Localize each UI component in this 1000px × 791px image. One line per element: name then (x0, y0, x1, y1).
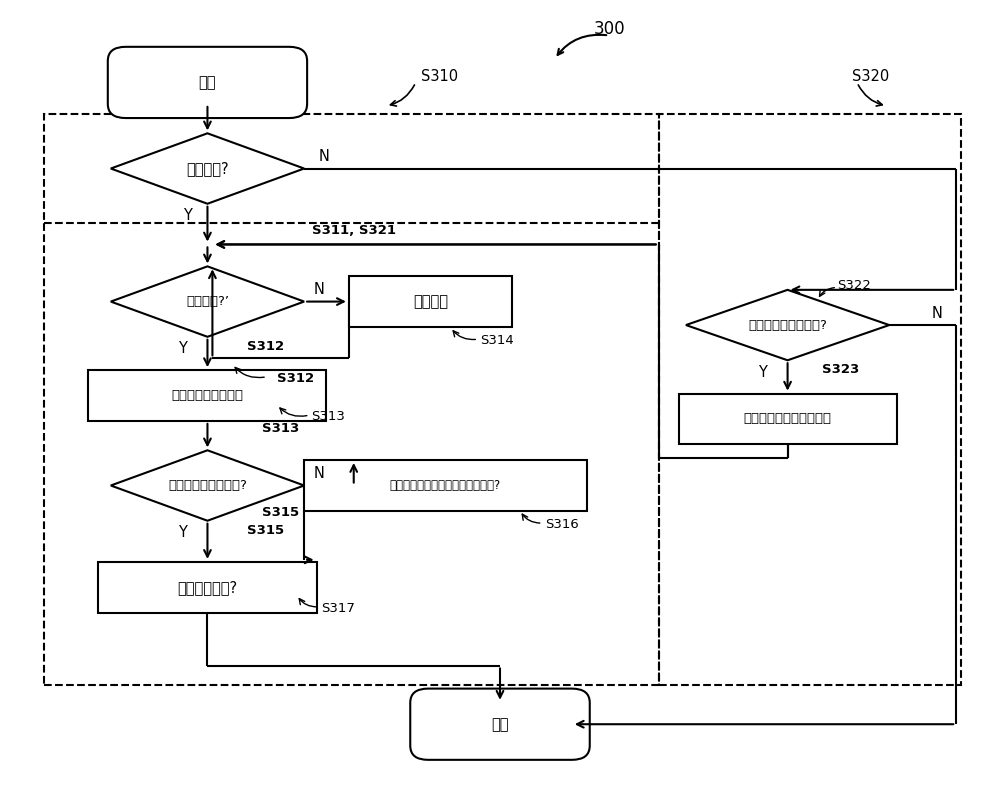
Text: 300: 300 (593, 21, 625, 38)
Text: Y: Y (178, 525, 187, 540)
Bar (349, 276, 512, 327)
Text: S320: S320 (852, 69, 889, 84)
Text: 安装设备: 安装设备 (413, 294, 448, 309)
Text: Y: Y (183, 208, 192, 223)
Text: 存储辅助电源?: 存储辅助电源? (177, 580, 238, 595)
Text: 紧固固定构件的步骤?: 紧固固定构件的步骤? (168, 479, 247, 492)
Bar (304, 460, 587, 511)
Polygon shape (111, 267, 304, 337)
Text: S312: S312 (277, 372, 314, 384)
Text: S315: S315 (262, 506, 299, 520)
FancyBboxPatch shape (108, 47, 307, 118)
Polygon shape (111, 134, 304, 204)
Text: S310: S310 (421, 69, 458, 84)
Text: S315: S315 (247, 524, 284, 536)
Text: 打开固定构件的步骤: 打开固定构件的步骤 (171, 389, 243, 402)
Text: S322: S322 (837, 279, 871, 293)
Text: N: N (314, 466, 325, 481)
Text: 开始: 开始 (199, 75, 216, 90)
Text: Y: Y (758, 365, 767, 380)
Polygon shape (686, 290, 889, 360)
Text: 执行设备无线充电的步骤: 执行设备无线充电的步骤 (744, 412, 832, 426)
Bar (98, 562, 317, 613)
Text: 安装设备?’: 安装设备?’ (186, 295, 229, 308)
Text: S323: S323 (822, 363, 860, 377)
Text: S312: S312 (247, 339, 284, 353)
Text: S311, S321: S311, S321 (312, 224, 396, 237)
Text: 存储辅助电源的步骤?: 存储辅助电源的步骤? (748, 319, 827, 331)
Text: N: N (319, 149, 330, 165)
Text: S314: S314 (480, 335, 514, 347)
Text: 使用辅助电源打开固定构件的步骤?: 使用辅助电源打开固定构件的步骤? (390, 479, 501, 492)
Text: Y: Y (178, 341, 187, 356)
Text: N: N (931, 306, 942, 321)
Polygon shape (111, 450, 304, 520)
Bar (659, 114, 961, 685)
FancyBboxPatch shape (410, 689, 590, 760)
Bar (44, 114, 659, 685)
Text: S313: S313 (312, 410, 345, 423)
Text: N: N (314, 282, 325, 297)
Text: S317: S317 (322, 602, 355, 615)
Text: 外部电力?: 外部电力? (186, 161, 229, 176)
Text: 结束: 结束 (491, 717, 509, 732)
Text: S313: S313 (262, 422, 299, 435)
Text: S316: S316 (545, 518, 578, 531)
Bar (88, 370, 326, 421)
Bar (679, 394, 897, 445)
